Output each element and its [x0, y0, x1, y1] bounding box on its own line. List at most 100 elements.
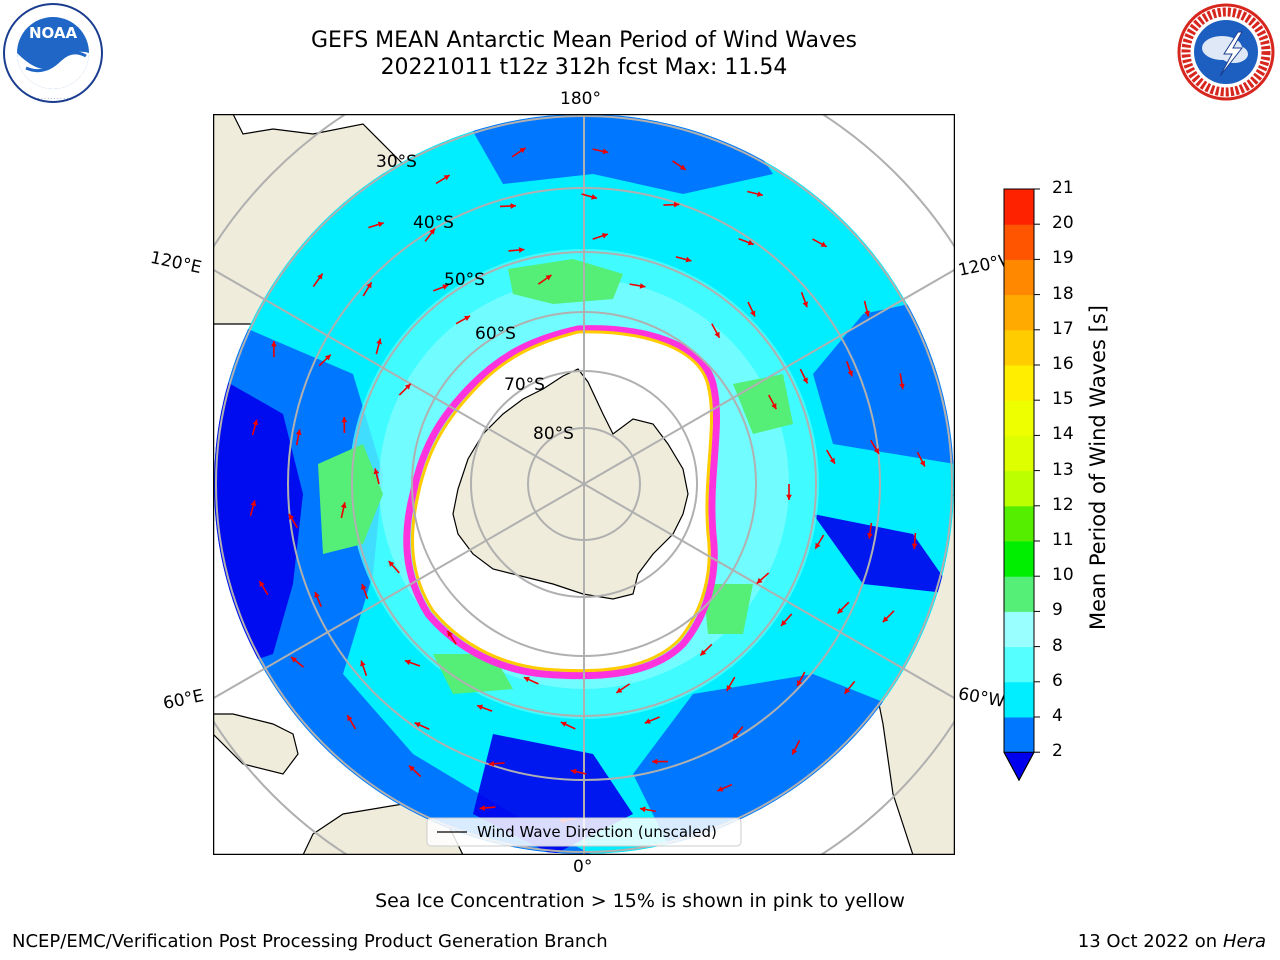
wind-arrow-head — [815, 542, 821, 549]
wind-arrow-head — [360, 660, 366, 667]
lat-label-80s: 80°S — [533, 424, 574, 444]
colorbar-tick-label: 10 — [1052, 565, 1074, 586]
wind-arrow-head — [652, 758, 658, 765]
map-legend-label: Wind Wave Direction (unscaled) — [477, 823, 717, 841]
colorbar-extend-triangle — [1003, 751, 1035, 782]
noaa-logo: NOAA · · · · · · · · · · — [2, 2, 104, 104]
wind-arrow-head — [404, 659, 411, 666]
wind-arrow-head — [259, 580, 265, 587]
colorbar-tick-label: 14 — [1052, 424, 1074, 445]
wind-arrow-head — [673, 201, 680, 208]
wind-arrow-head — [639, 283, 646, 289]
wind-arrow-head — [802, 301, 808, 308]
wind-arrow-head — [477, 704, 484, 711]
wind-arrow-head — [864, 310, 870, 317]
wind-arrow-head — [414, 722, 421, 728]
colorbar-tick-label: 2 — [1052, 741, 1063, 762]
lat-label-70s: 70°S — [504, 375, 545, 395]
lon-label-0: 0° — [573, 857, 593, 877]
chart-title: GEFS MEAN Antarctic Mean Period of Wind … — [311, 28, 857, 53]
colorbar-tick-label: 21 — [1052, 178, 1074, 198]
lon-label-180: 180° — [560, 89, 601, 109]
wind-arrow-head — [602, 148, 609, 155]
run-host: Hera — [1222, 931, 1266, 952]
wind-arrow-head — [899, 383, 905, 390]
wind-arrow-head — [679, 164, 686, 170]
colorbar-segment — [1004, 681, 1034, 718]
wind-arrow-head — [340, 502, 347, 509]
wind-arrow-head — [479, 805, 485, 811]
colorbar-tick-label: 8 — [1052, 635, 1063, 656]
noaa-logo-text: NOAA — [29, 24, 78, 42]
run-date: 13 Oct 2022 on Hera — [1078, 931, 1266, 952]
wind-arrow-head — [685, 256, 692, 263]
chart-subtitle: 20221011 t12z 312h fcst Max: 11.54 — [380, 55, 788, 80]
wind-arrow-head — [408, 765, 415, 772]
wind-arrow-head — [518, 247, 525, 253]
wind-arrow-head — [314, 591, 320, 598]
sea-ice-note: Sea Ice Concentration > 15% is shown in … — [375, 890, 905, 912]
antarctica-land — [452, 368, 689, 600]
lat-label-60s: 60°S — [475, 324, 516, 344]
wind-arrow-head — [388, 561, 395, 567]
wind-arrow-head — [644, 718, 651, 724]
colorbar-segment — [1004, 435, 1034, 472]
colorbar-segment — [1004, 224, 1034, 260]
colorbar-tick-label: 4 — [1052, 706, 1063, 726]
colorbar-segment — [1004, 259, 1034, 296]
wind-arrow-head — [376, 338, 382, 345]
colorbar-segment — [1004, 470, 1034, 507]
map-legend: Wind Wave Direction (unscaled) — [426, 817, 742, 847]
wind-arrow-head — [373, 468, 380, 475]
wind-arrow-head — [911, 543, 918, 549]
wind-arrow-head — [639, 806, 646, 813]
nws-logo — [1176, 2, 1276, 102]
wind-arrow-head — [404, 383, 411, 390]
colorbar-segment — [1004, 189, 1034, 225]
wind-arrow-head — [820, 241, 827, 247]
wind-arrow-head — [829, 457, 835, 464]
wind-arrow-head — [488, 760, 495, 767]
colorbar-segment — [1004, 611, 1034, 648]
lat-label-50s: 50°S — [444, 270, 485, 290]
wind-arrow-head — [616, 687, 623, 693]
wind-arrow-head — [252, 419, 259, 426]
wind-arrows — [249, 147, 926, 824]
wind-arrow-head — [464, 315, 471, 321]
colorbar-segment — [1004, 717, 1034, 753]
colorbar-tick-label: 18 — [1052, 283, 1074, 304]
wind-arrow-head — [771, 403, 777, 410]
colorbar-tick-label: 9 — [1052, 600, 1063, 621]
colorbar-tick-label: 19 — [1052, 248, 1074, 269]
colorbar-segment — [1004, 646, 1034, 683]
wind-arrow-head — [601, 233, 608, 239]
wind-arrow-head — [747, 239, 754, 246]
colorbar-ticks: 2 4 6 8 9 10 11 12 13 14 15 16 17 18 19 20 21 — [1052, 0, 1092, 960]
wind-arrow-head — [867, 533, 873, 539]
wind-arrow-head — [295, 429, 302, 436]
colorbar-segment — [1004, 400, 1034, 436]
wind-arrow-head — [443, 175, 450, 181]
wind-arrow-head — [519, 147, 526, 154]
wind-arrow-head — [324, 354, 331, 361]
polar-map: Wind Wave Direction (unscaled) — [212, 113, 956, 856]
wind-arrow-head — [560, 721, 567, 727]
wind-arrow-head — [447, 630, 453, 637]
colorbar-segment — [1004, 541, 1034, 577]
wind-arrow-head — [757, 191, 763, 197]
wind-arrow-head — [732, 733, 739, 740]
colorbar-tick-label: 6 — [1052, 670, 1063, 691]
wind-arrow-head — [717, 786, 724, 792]
wind-arrow-head — [591, 194, 597, 200]
colorbar-tick-label: 17 — [1052, 318, 1074, 339]
wind-arrow-head — [802, 377, 808, 384]
colorbar-tick-label: 13 — [1052, 459, 1074, 480]
lat-label-30s: 30°S — [376, 152, 417, 172]
wind-arrow-head — [756, 577, 763, 584]
wind-arrow-head — [837, 607, 844, 614]
wind-arrow-head — [347, 715, 353, 722]
run-date-text: 13 Oct 2022 on — [1077, 931, 1223, 952]
colorbar-tick-label: 11 — [1052, 530, 1074, 550]
org-credit: NCEP/EMC/Verification Post Processing Pr… — [12, 931, 608, 952]
graticule — [213, 114, 955, 855]
